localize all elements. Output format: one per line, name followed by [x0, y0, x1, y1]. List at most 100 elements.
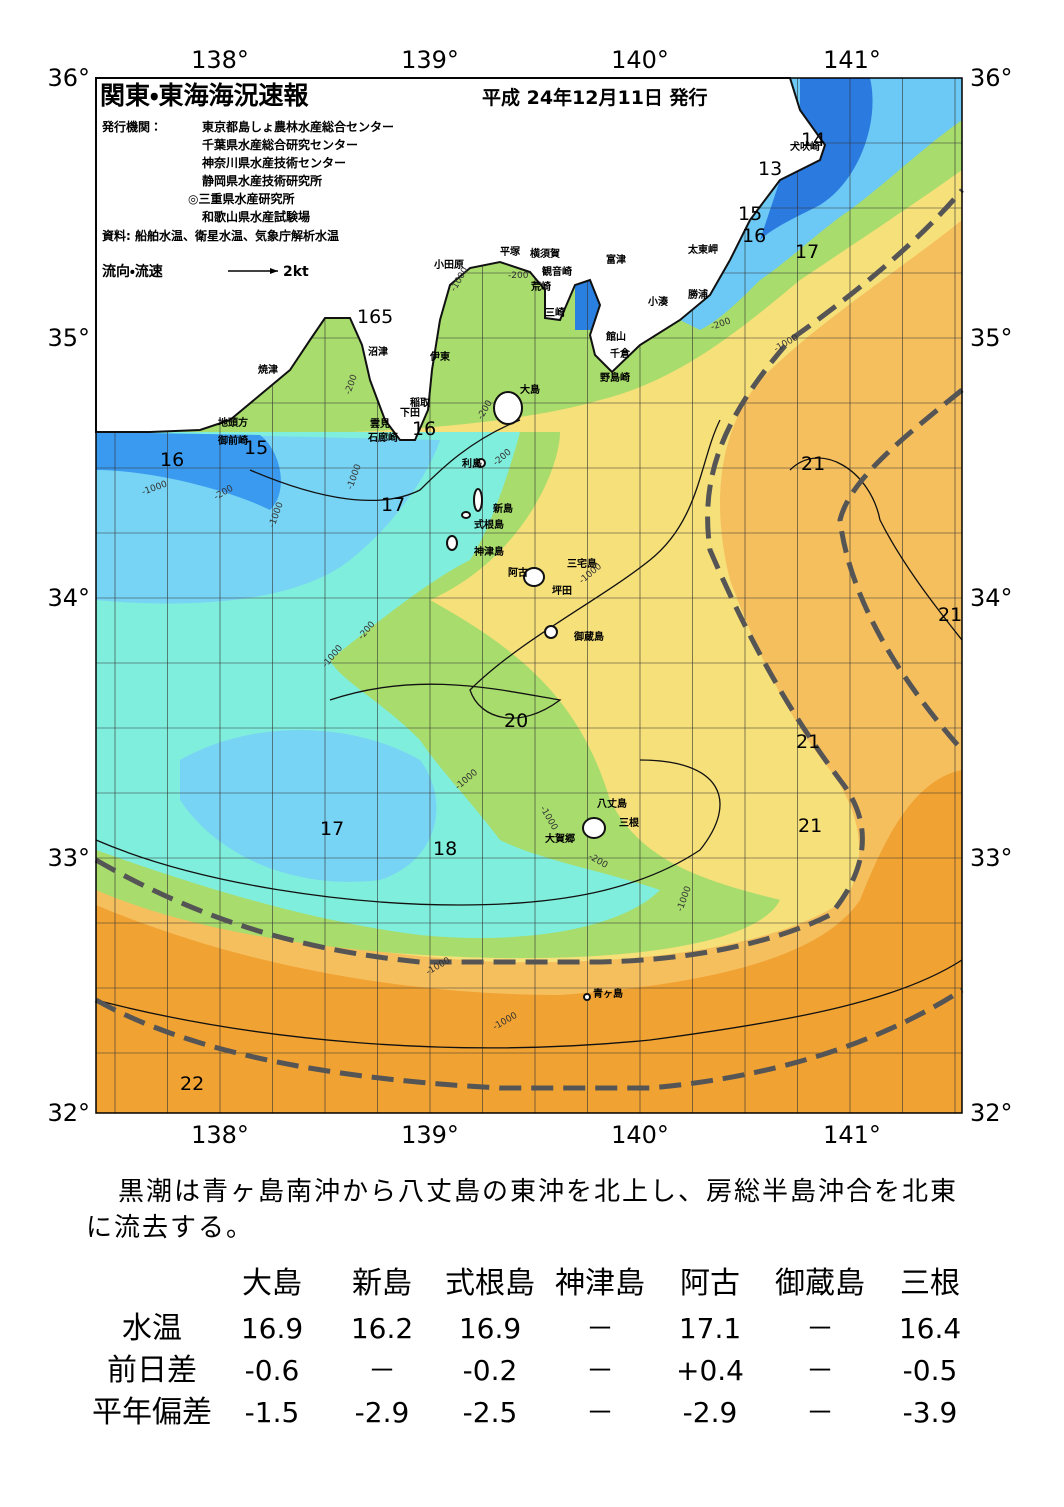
contour-label: 16	[412, 418, 436, 440]
lat-label: 32°	[47, 1099, 90, 1127]
issuer: 千葉県水産総合研究センター	[202, 137, 358, 152]
place-name: 横須賀	[530, 247, 560, 260]
place-name: 小湊	[647, 295, 669, 308]
place-name: 館山	[605, 330, 626, 343]
island	[544, 625, 558, 639]
place-name: 下田	[400, 407, 420, 419]
title: 関東・東海海況速報	[100, 81, 310, 110]
place-name: 稲取	[410, 396, 431, 409]
place-name: 小田原	[433, 258, 464, 271]
table-header: 神津島	[555, 1266, 645, 1301]
lat-label: 34°	[47, 584, 90, 612]
table-cell: －	[806, 1312, 834, 1345]
place-name: 坪田	[552, 584, 572, 597]
table-cell: -0.2	[463, 1354, 518, 1387]
contour-label: 22	[180, 1073, 204, 1095]
place-name: 大島	[520, 383, 540, 396]
comment: 黒潮は青ヶ島南沖から八丈島の東沖を北上し、房総半島沖合を北東	[118, 1177, 958, 1207]
sea-dark-blue	[760, 78, 873, 240]
contour-label: 17	[795, 241, 819, 263]
issuer: 東京都島しょ農林水産総合センター	[202, 119, 394, 134]
kuroshio-edge	[94, 987, 964, 1091]
table-cell: -0.6	[245, 1354, 300, 1387]
contour-line	[249, 419, 521, 502]
table-cell: －	[586, 1396, 614, 1429]
table-cell: －	[806, 1396, 834, 1429]
table-cell: 16.9	[241, 1312, 303, 1345]
place-name: 焼津	[258, 363, 278, 376]
contour-label: 165	[357, 306, 393, 328]
table-cell: －	[586, 1354, 614, 1387]
place-name: 御蔵島	[573, 630, 604, 643]
contour-line	[789, 457, 963, 641]
place-name: 平塚	[500, 245, 521, 258]
table-cell: -1.5	[245, 1396, 300, 1429]
issuer: 和歌山県水産試験場	[201, 209, 310, 224]
issuer: 静岡県水産技術研究所	[202, 173, 322, 188]
sea-light-blue	[180, 730, 437, 882]
island	[523, 567, 545, 587]
island	[473, 488, 483, 512]
lon-label: 138°	[191, 1121, 249, 1149]
table-cell: 16.2	[351, 1312, 413, 1345]
contour-label: 16	[742, 225, 766, 247]
table-header: 御蔵島	[775, 1266, 865, 1301]
contour-label: 15	[738, 203, 762, 225]
contour-line	[329, 419, 721, 719]
table-cell: 16.4	[899, 1312, 961, 1345]
land	[95, 77, 827, 441]
table-header: 大島	[242, 1266, 302, 1301]
place-name: 神津島	[473, 545, 504, 558]
contour-label: 21	[798, 815, 822, 837]
issue-date: 平成 24年12月11日 発行	[482, 86, 708, 109]
table-cell: +0.4	[676, 1354, 744, 1387]
lat-label: 33°	[47, 844, 90, 872]
legend-label: 流向・流速	[102, 263, 163, 280]
place-name: 荒崎	[530, 280, 551, 293]
place-name: 勝浦	[688, 288, 708, 301]
lat-label: 36°	[970, 64, 1013, 92]
place-name: 石廊崎	[367, 431, 398, 444]
lat-label: 33°	[970, 844, 1013, 872]
table-cell: -2.9	[683, 1396, 738, 1429]
issuer: ◎三重県水産研究所	[188, 191, 294, 206]
contour-label: 14	[801, 129, 825, 151]
place-name: 富津	[606, 253, 626, 266]
place-name: 太東岬	[687, 243, 718, 256]
lon-label: 140°	[611, 46, 669, 74]
place-name: 野島崎	[600, 371, 630, 384]
table-cell: －	[368, 1354, 396, 1387]
sea-blue	[96, 432, 281, 510]
issuer: 神奈川県水産技術センター	[201, 155, 346, 170]
map-frame	[95, 77, 963, 1114]
kuroshio-edge	[837, 388, 964, 752]
table-cell: 16.9	[459, 1312, 521, 1345]
place-name: 青ヶ島	[593, 987, 623, 1000]
contours	[95, 419, 963, 1049]
source: 資料: 船舶水温、衛星水温、気象庁解析水温	[102, 228, 339, 243]
lon-label: 140°	[611, 1121, 669, 1149]
scale-arrowhead	[270, 268, 278, 274]
island	[476, 458, 486, 468]
lat-label: 35°	[47, 324, 90, 352]
place-name: 雲見	[370, 418, 390, 430]
place-name: 式根島	[474, 518, 504, 531]
place-name: 利島	[462, 457, 482, 470]
table-header: 式根島	[445, 1266, 535, 1301]
kuroshio-axis	[94, 188, 964, 965]
issuer-label: 発行機関：	[101, 119, 162, 134]
contour-label: 13	[758, 158, 782, 180]
place-name: 阿古	[508, 566, 528, 579]
lon-label: 139°	[401, 1121, 459, 1149]
place-name: 沼津	[368, 345, 388, 358]
lat-label: 32°	[970, 1099, 1013, 1127]
contour-label: 21	[801, 453, 825, 475]
table-cell: -3.9	[903, 1396, 958, 1429]
contour-label: 17	[320, 818, 344, 840]
kuroshio	[94, 188, 964, 1091]
lon-label: 138°	[191, 46, 249, 74]
island	[582, 817, 606, 839]
contour-line	[95, 759, 721, 906]
contour-label: 16	[160, 449, 184, 471]
